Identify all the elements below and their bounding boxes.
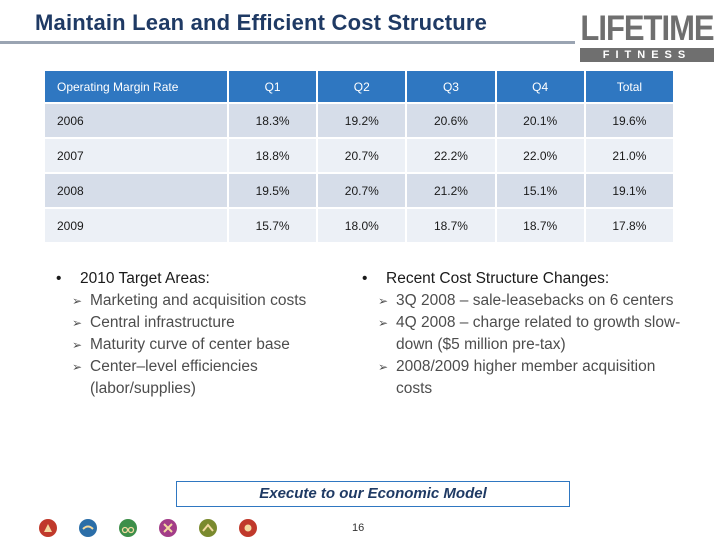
section-heading: • Recent Cost Structure Changes: <box>356 268 686 290</box>
table-cell: 21.2% <box>405 172 495 207</box>
cost-changes-heading: Recent Cost Structure Changes: <box>386 270 610 287</box>
lifetime-fitness-logo: LIFETIME FITNESS <box>576 7 718 68</box>
target-areas-list: ➢ Marketing and acquisition costs ➢ Centra… <box>50 290 350 400</box>
table-cell: 20.7% <box>316 137 406 172</box>
list-item: ➢ Center–level efficiencies (labor/suppli… <box>50 356 350 400</box>
table-row: 2009 15.7% 18.0% 18.7% 18.7% 17.8% <box>45 207 673 242</box>
table-cell: 19.5% <box>227 172 317 207</box>
arrow-bullet-icon: ➢ <box>378 294 389 308</box>
table-cell: 19.6% <box>583 102 673 137</box>
logo-subtitle: FITNESS <box>580 48 714 62</box>
table-cell: 18.8% <box>227 137 317 172</box>
table-row: 2007 18.8% 20.7% 22.2% 22.0% 21.0% <box>45 137 673 172</box>
column-header: Operating Margin Rate <box>45 71 227 102</box>
list-item-text: Marketing and acquisition costs <box>90 292 307 309</box>
row-year: 2008 <box>45 172 227 207</box>
arrow-bullet-icon: ➢ <box>72 294 83 308</box>
table-cell: 19.1% <box>583 172 673 207</box>
column-header: Total <box>583 71 673 102</box>
cost-changes-list: ➢ 3Q 2008 – sale-leasebacks on 6 centers … <box>356 290 686 400</box>
list-item-text: Center–level efficiencies (labor/supplie… <box>90 358 258 397</box>
table-cell: 20.6% <box>405 102 495 137</box>
list-item-text: 4Q 2008 – charge related to growth slow-… <box>396 314 681 353</box>
table-cell: 18.3% <box>227 102 317 137</box>
table-cell: 20.1% <box>494 102 584 137</box>
page-number: 16 <box>352 522 365 534</box>
list-item: ➢ Maturity curve of center base <box>50 334 350 356</box>
page-title: Maintain Lean and Efficient Cost Structu… <box>35 10 488 35</box>
list-item: ➢ 2008/2009 higher member acquisition cos… <box>356 356 686 400</box>
target-areas-section: • 2010 Target Areas: ➢ Marketing and acqu… <box>50 268 350 400</box>
arrow-bullet-icon: ➢ <box>72 338 83 352</box>
arrow-bullet-icon: ➢ <box>72 360 83 374</box>
title-divider <box>0 41 575 44</box>
row-year: 2007 <box>45 137 227 172</box>
climber-icon <box>158 518 178 538</box>
table-cell: 15.1% <box>494 172 584 207</box>
column-header: Q1 <box>227 71 317 102</box>
arrow-bullet-icon: ➢ <box>378 316 389 330</box>
row-year: 2009 <box>45 207 227 242</box>
cost-changes-section: • Recent Cost Structure Changes: ➢ 3Q 200… <box>356 268 686 400</box>
table-row: 2008 19.5% 20.7% 21.2% 15.1% 19.1% <box>45 172 673 207</box>
yoga-icon <box>198 518 218 538</box>
tennis-icon <box>238 518 258 538</box>
table-cell: 17.8% <box>583 207 673 242</box>
column-header: Q2 <box>316 71 406 102</box>
list-item: ➢ 4Q 2008 – charge related to growth slow… <box>356 312 686 356</box>
list-item: ➢ Central infrastructure <box>50 312 350 334</box>
logo-wordmark: LIFETIME <box>580 7 714 48</box>
bullet-icon: • <box>56 270 62 287</box>
economic-model-callout: Execute to our Economic Model <box>176 481 570 507</box>
table-header-row: Operating Margin Rate Q1 Q2 Q3 Q4 Total <box>45 71 673 102</box>
swimmer-icon <box>78 518 98 538</box>
table-cell: 15.7% <box>227 207 317 242</box>
table-row: 2006 18.3% 19.2% 20.6% 20.1% 19.6% <box>45 102 673 137</box>
cyclist-icon <box>118 518 138 538</box>
section-heading: • 2010 Target Areas: <box>50 268 350 290</box>
list-item-text: Central infrastructure <box>90 314 235 331</box>
row-year: 2006 <box>45 102 227 137</box>
column-header: Q4 <box>494 71 584 102</box>
runner-icon <box>38 518 58 538</box>
arrow-bullet-icon: ➢ <box>72 316 83 330</box>
column-header: Q3 <box>405 71 495 102</box>
list-item: ➢ 3Q 2008 – sale-leasebacks on 6 centers <box>356 290 686 312</box>
table-cell: 22.2% <box>405 137 495 172</box>
table-cell: 18.7% <box>405 207 495 242</box>
table-cell: 20.7% <box>316 172 406 207</box>
table-cell: 18.7% <box>494 207 584 242</box>
list-item-text: 3Q 2008 – sale-leasebacks on 6 centers <box>396 292 674 309</box>
list-item-text: Maturity curve of center base <box>90 336 290 353</box>
table-cell: 21.0% <box>583 137 673 172</box>
list-item: ➢ Marketing and acquisition costs <box>50 290 350 312</box>
operating-margin-table: Operating Margin Rate Q1 Q2 Q3 Q4 Total … <box>45 71 673 242</box>
list-item-text: 2008/2009 higher member acquisition cost… <box>396 358 656 397</box>
table-cell: 22.0% <box>494 137 584 172</box>
table-cell: 19.2% <box>316 102 406 137</box>
arrow-bullet-icon: ➢ <box>378 360 389 374</box>
target-areas-heading: 2010 Target Areas: <box>80 270 210 287</box>
table-cell: 18.0% <box>316 207 406 242</box>
bullet-icon: • <box>362 270 368 287</box>
